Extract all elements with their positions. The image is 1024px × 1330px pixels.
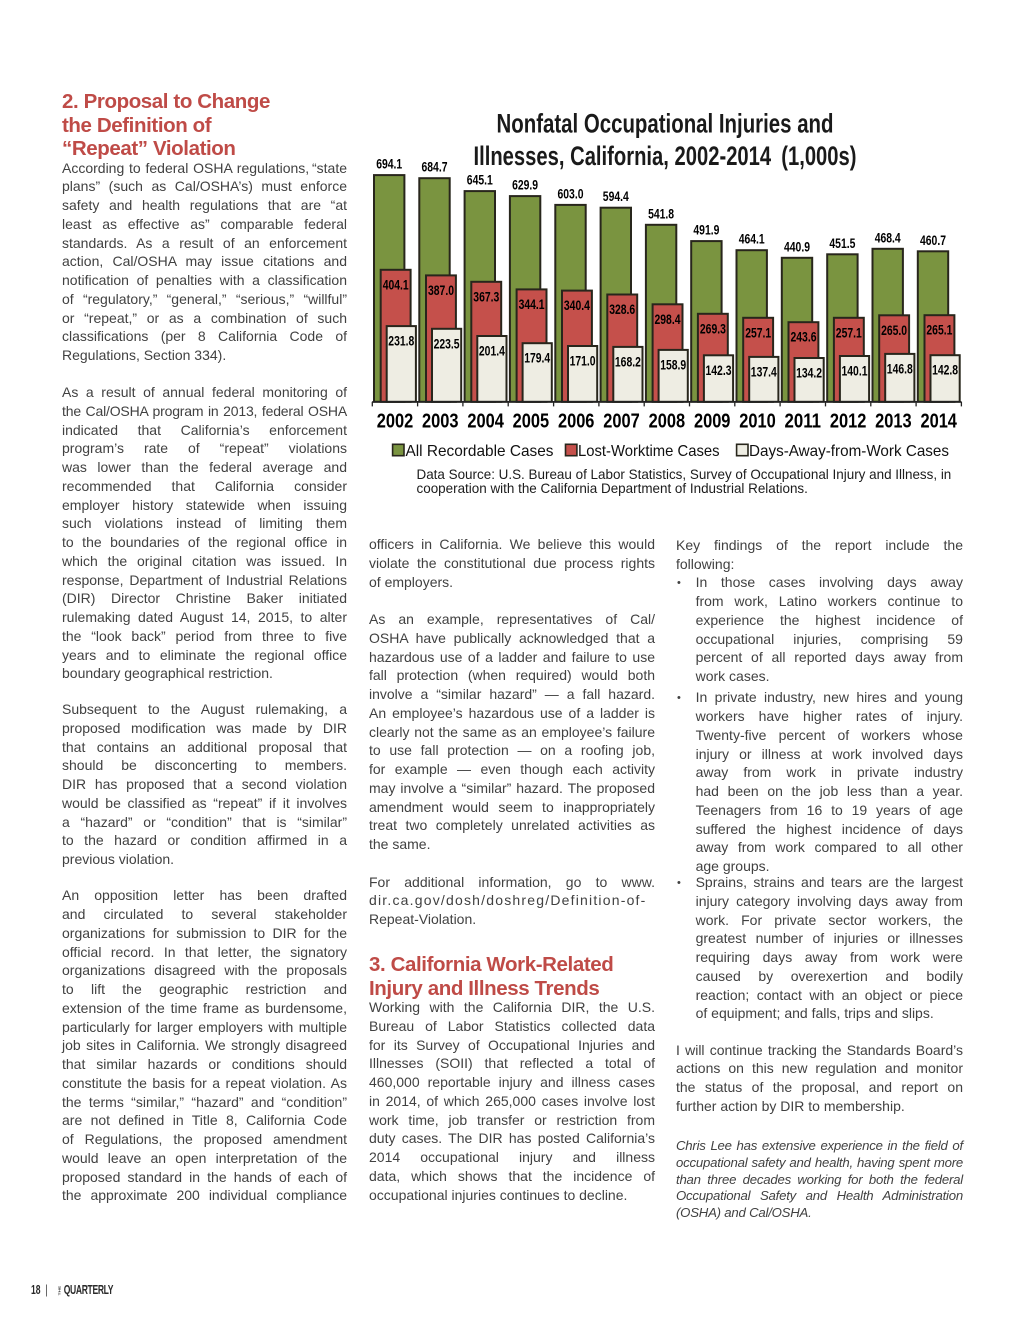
svg-text:2008: 2008 <box>649 409 686 432</box>
svg-text:2005: 2005 <box>513 409 550 432</box>
svg-text:142.3: 142.3 <box>706 363 732 379</box>
svg-text:Data Source: U.S. Bureau of La: Data Source: U.S. Bureau of Labor Statis… <box>417 467 952 482</box>
svg-text:243.6: 243.6 <box>791 330 817 346</box>
svg-text:179.4: 179.4 <box>524 351 550 367</box>
svg-text:541.8: 541.8 <box>648 206 674 222</box>
svg-text:491.9: 491.9 <box>693 223 719 239</box>
svg-text:328.6: 328.6 <box>609 302 635 318</box>
svg-text:142.8: 142.8 <box>932 363 958 379</box>
svg-text:298.4: 298.4 <box>655 312 681 328</box>
svg-text:2010: 2010 <box>739 409 776 432</box>
svg-text:2004: 2004 <box>467 409 504 432</box>
svg-text:201.4: 201.4 <box>479 344 505 360</box>
svg-text:Nonfatal Occupational Injuries: Nonfatal Occupational Injuries and <box>497 109 834 139</box>
svg-text:All Recordable Cases: All Recordable Cases <box>406 443 554 460</box>
svg-text:2013: 2013 <box>875 409 912 432</box>
svg-text:404.1: 404.1 <box>383 277 409 293</box>
svg-text:146.8: 146.8 <box>887 361 913 377</box>
svg-text:468.4: 468.4 <box>875 230 901 246</box>
svg-text:344.1: 344.1 <box>519 297 545 313</box>
svg-text:257.1: 257.1 <box>745 325 771 341</box>
svg-text:257.1: 257.1 <box>836 325 862 341</box>
svg-text:265.1: 265.1 <box>926 323 952 339</box>
svg-text:269.3: 269.3 <box>700 321 726 337</box>
svg-text:158.9: 158.9 <box>660 357 686 373</box>
svg-text:2011: 2011 <box>785 409 822 432</box>
svg-text:134.2: 134.2 <box>796 366 822 382</box>
svg-text:2006: 2006 <box>558 409 595 432</box>
svg-text:340.4: 340.4 <box>564 298 590 314</box>
svg-text:Days-Away-from-Work Cases: Days-Away-from-Work Cases <box>749 443 949 460</box>
svg-text:cooperation with the Californi: cooperation with the California Departme… <box>417 481 808 496</box>
svg-text:694.1: 694.1 <box>376 157 402 173</box>
svg-text:451.5: 451.5 <box>829 236 855 252</box>
svg-text:168.2: 168.2 <box>615 354 641 370</box>
svg-text:2009: 2009 <box>694 409 731 432</box>
svg-text:460.7: 460.7 <box>920 233 946 249</box>
svg-text:440.9: 440.9 <box>784 239 810 255</box>
svg-text:2014: 2014 <box>920 409 957 432</box>
svg-text:140.1: 140.1 <box>842 364 868 380</box>
svg-text:594.4: 594.4 <box>603 189 629 205</box>
svg-text:2002: 2002 <box>377 409 414 432</box>
svg-text:265.0: 265.0 <box>881 323 907 339</box>
svg-text:645.1: 645.1 <box>467 173 493 189</box>
svg-text:684.7: 684.7 <box>422 160 448 176</box>
svg-text:137.4: 137.4 <box>751 364 777 380</box>
svg-text:603.0: 603.0 <box>558 186 584 202</box>
svg-text:367.3: 367.3 <box>473 289 499 305</box>
svg-text:629.9: 629.9 <box>512 178 538 194</box>
svg-text:2003: 2003 <box>422 409 459 432</box>
svg-text:Illnesses, California, 2002-20: Illnesses, California, 2002-2014 (1,000s… <box>474 141 857 171</box>
svg-text:2007: 2007 <box>603 409 640 432</box>
svg-text:387.0: 387.0 <box>428 283 454 299</box>
svg-text:231.8: 231.8 <box>388 334 414 350</box>
svg-text:171.0: 171.0 <box>570 354 596 370</box>
svg-text:2012: 2012 <box>830 409 867 432</box>
svg-text:464.1: 464.1 <box>739 232 765 248</box>
svg-text:Lost-Worktime Cases: Lost-Worktime Cases <box>578 443 720 460</box>
svg-text:223.5: 223.5 <box>434 336 460 352</box>
